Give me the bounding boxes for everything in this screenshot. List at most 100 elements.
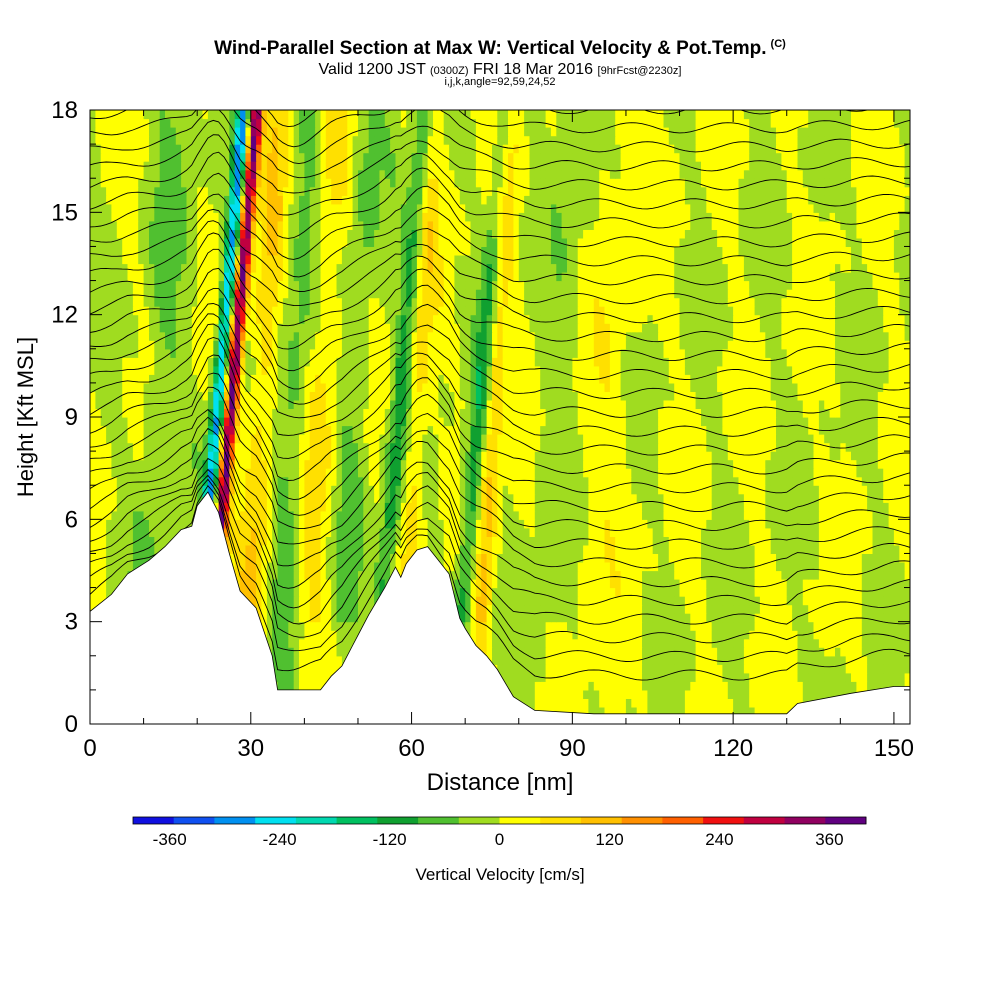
velocity-cell [132, 553, 139, 563]
velocity-cell [754, 706, 761, 716]
velocity-cell [358, 587, 364, 597]
velocity-cell [508, 459, 514, 469]
velocity-cell [540, 510, 547, 520]
velocity-cell [165, 536, 171, 546]
velocity-cell [588, 664, 595, 674]
velocity-cell [835, 664, 841, 674]
velocity-cell [433, 536, 439, 546]
velocity-cell [368, 570, 375, 580]
velocity-cell [433, 544, 439, 554]
velocity-cell [888, 493, 895, 503]
velocity-cell [679, 655, 686, 665]
velocity-cell [556, 442, 563, 452]
velocity-cell [336, 647, 343, 657]
velocity-cell [883, 681, 890, 691]
velocity-cell [904, 519, 910, 529]
velocity-cell [122, 485, 129, 495]
velocity-cell [652, 502, 659, 512]
velocity-cell [797, 553, 804, 563]
velocity-cell [663, 468, 670, 478]
velocity-cell [556, 613, 563, 623]
velocity-cell [293, 553, 300, 563]
velocity-cell [738, 510, 745, 520]
velocity-cell [738, 596, 745, 606]
velocity-cell [550, 621, 557, 631]
velocity-cell [341, 638, 348, 648]
velocity-cell [749, 519, 756, 529]
velocity-cell [604, 698, 611, 708]
velocity-cell [486, 510, 493, 520]
velocity-cell [400, 468, 407, 478]
velocity-cell [749, 476, 756, 486]
velocity-cell [363, 493, 370, 503]
velocity-cell [277, 468, 284, 478]
velocity-cell [647, 706, 654, 716]
velocity-cell [759, 519, 766, 529]
velocity-cell [802, 621, 809, 631]
velocity-cell [658, 587, 665, 597]
velocity-cell [513, 459, 520, 469]
velocity-cell [711, 647, 718, 657]
velocity-cell [443, 459, 450, 469]
velocity-cell [331, 544, 338, 554]
velocity-cell [475, 485, 482, 495]
velocity-cell [835, 459, 841, 469]
velocity-cell [299, 468, 305, 478]
velocity-cell [652, 451, 659, 461]
velocity-cell [540, 647, 547, 657]
velocity-cell [668, 468, 675, 478]
velocity-cell [636, 613, 643, 623]
velocity-cell [331, 459, 338, 469]
velocity-cell [341, 519, 348, 529]
velocity-cell [363, 587, 370, 597]
velocity-cell [518, 604, 525, 614]
velocity-cell [625, 647, 632, 657]
velocity-cell [770, 672, 777, 682]
velocity-cell [277, 604, 284, 614]
velocity-cell [556, 459, 563, 469]
velocity-cell [459, 613, 466, 623]
velocity-cell [395, 459, 402, 469]
velocity-cell [352, 527, 359, 537]
velocity-cell [893, 664, 900, 674]
velocity-cell [609, 502, 616, 512]
velocity-cell [90, 451, 96, 461]
velocity-cell [845, 647, 852, 657]
velocity-cell [658, 451, 665, 461]
velocity-cell [620, 562, 627, 572]
velocity-cell [631, 553, 638, 563]
velocity-cell [240, 485, 247, 495]
velocity-cell [620, 638, 627, 648]
velocity-cell [776, 519, 782, 529]
velocity-cell [325, 613, 332, 623]
velocity-cell [781, 706, 788, 716]
velocity-cell [288, 664, 295, 674]
velocity-cell [679, 459, 686, 469]
velocity-cell [282, 536, 289, 546]
velocity-cell [299, 553, 305, 563]
velocity-cell [524, 672, 531, 682]
velocity-cell [733, 570, 740, 580]
velocity-cell [459, 519, 466, 529]
velocity-cell [599, 655, 606, 665]
velocity-cell [802, 536, 809, 546]
velocity-cell [534, 604, 541, 614]
velocity-cell [197, 485, 204, 495]
velocity-cell [840, 451, 847, 461]
velocity-cell [706, 451, 713, 461]
velocity-cell [459, 553, 466, 563]
velocity-cell [583, 527, 590, 537]
velocity-cell [668, 562, 675, 572]
velocity-cell [647, 476, 654, 486]
velocity-cell [845, 553, 852, 563]
velocity-cell [240, 493, 247, 503]
velocity-cell [299, 621, 305, 631]
velocity-cell [743, 681, 750, 691]
velocity-cell [845, 536, 852, 546]
velocity-cell [315, 630, 322, 640]
velocity-cell [224, 476, 230, 486]
velocity-cell [599, 527, 606, 537]
velocity-cell [374, 485, 381, 495]
velocity-cell [818, 536, 825, 546]
velocity-cell [277, 630, 284, 640]
